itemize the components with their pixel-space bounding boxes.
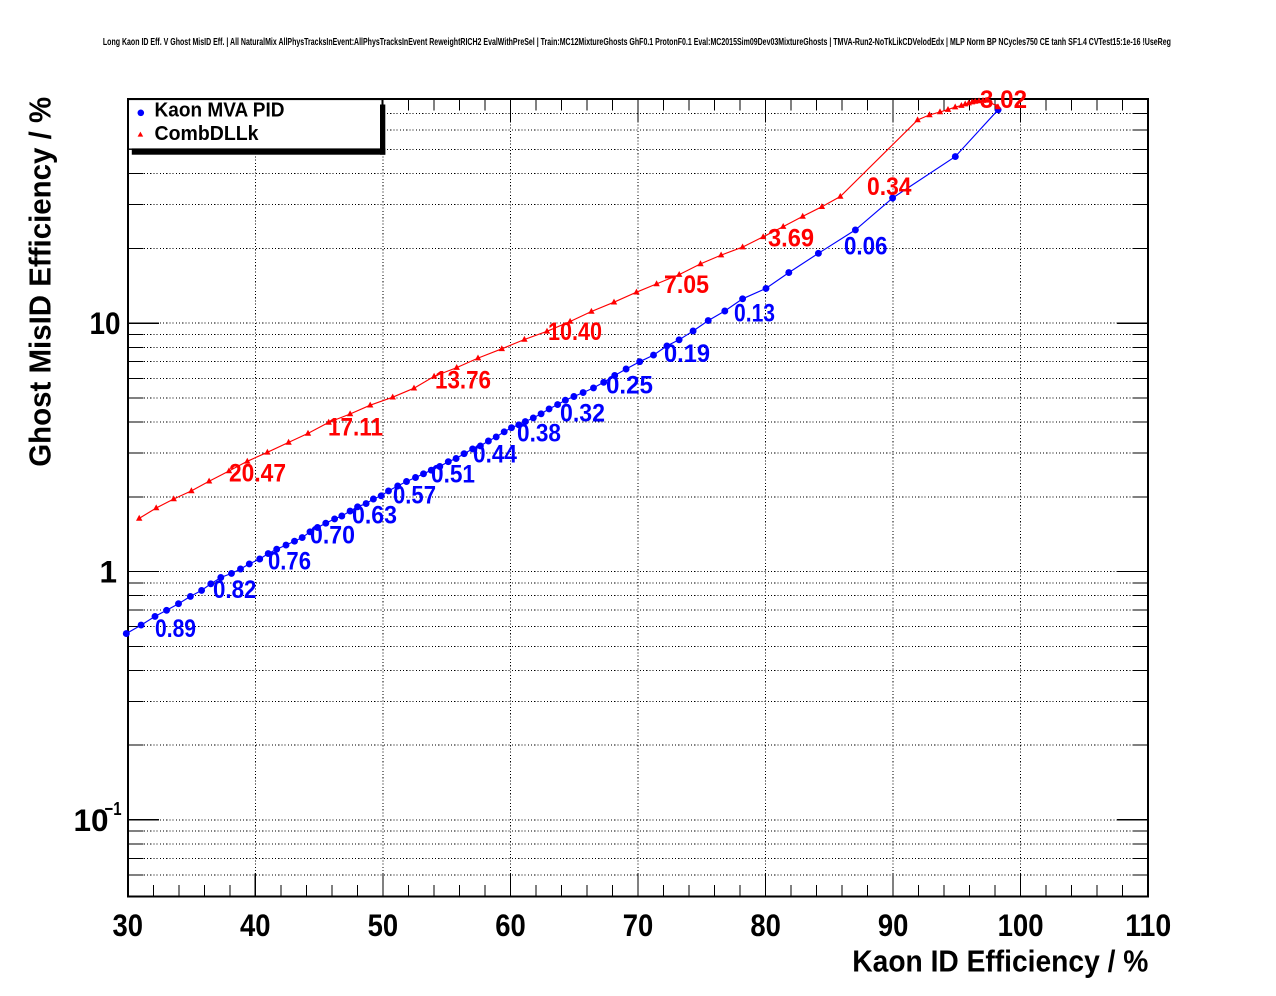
svg-text:0.19: 0.19 <box>664 340 710 368</box>
svg-text:Kaon MVA PID: Kaon MVA PID <box>155 99 285 121</box>
svg-text:40: 40 <box>240 907 271 943</box>
svg-text:30: 30 <box>113 907 144 943</box>
svg-text:0.25: 0.25 <box>606 372 653 400</box>
svg-text:0.13: 0.13 <box>734 300 775 328</box>
svg-text:10: 10 <box>74 802 109 838</box>
svg-text:17.11: 17.11 <box>328 414 383 442</box>
svg-text:0.89: 0.89 <box>155 615 196 643</box>
svg-text:1: 1 <box>99 554 117 590</box>
svg-text:0.51: 0.51 <box>431 461 475 489</box>
svg-text:100: 100 <box>998 907 1044 943</box>
svg-text:90: 90 <box>878 907 909 943</box>
svg-text:0.32: 0.32 <box>560 400 605 428</box>
svg-text:70: 70 <box>623 907 654 943</box>
svg-text:Kaon ID Efficiency / %: Kaon ID Efficiency / % <box>852 943 1148 978</box>
svg-text:0.57: 0.57 <box>393 482 436 510</box>
svg-text:50: 50 <box>368 907 399 943</box>
svg-text:10.40: 10.40 <box>548 318 602 346</box>
svg-text:0.06: 0.06 <box>844 233 888 261</box>
svg-text:CombDLLk: CombDLLk <box>155 123 260 145</box>
svg-text:0.63: 0.63 <box>352 502 397 530</box>
svg-text:3.69: 3.69 <box>768 225 814 253</box>
svg-text:−1: −1 <box>105 798 122 819</box>
svg-text:0.82: 0.82 <box>213 576 257 604</box>
svg-text:110: 110 <box>1125 907 1171 943</box>
svg-text:0.70: 0.70 <box>310 522 355 550</box>
svg-text:-3.02: -3.02 <box>972 86 1027 114</box>
svg-text:10: 10 <box>90 305 121 341</box>
svg-text:0.34: 0.34 <box>867 173 912 201</box>
svg-text:13.76: 13.76 <box>435 367 491 395</box>
svg-text:0.44: 0.44 <box>473 441 517 469</box>
svg-text:20.47: 20.47 <box>229 459 286 487</box>
svg-text:7.05: 7.05 <box>664 271 709 299</box>
svg-text:Long Kaon ID Eff. V Ghost MisI: Long Kaon ID Eff. V Ghost MisID Eff. | A… <box>103 37 1171 48</box>
svg-text:60: 60 <box>495 907 526 943</box>
svg-text:0.76: 0.76 <box>268 548 311 576</box>
svg-text:Ghost MisID Efficiency / %: Ghost MisID Efficiency / % <box>23 97 58 467</box>
svg-text:80: 80 <box>750 907 781 943</box>
svg-text:0.38: 0.38 <box>517 420 561 448</box>
